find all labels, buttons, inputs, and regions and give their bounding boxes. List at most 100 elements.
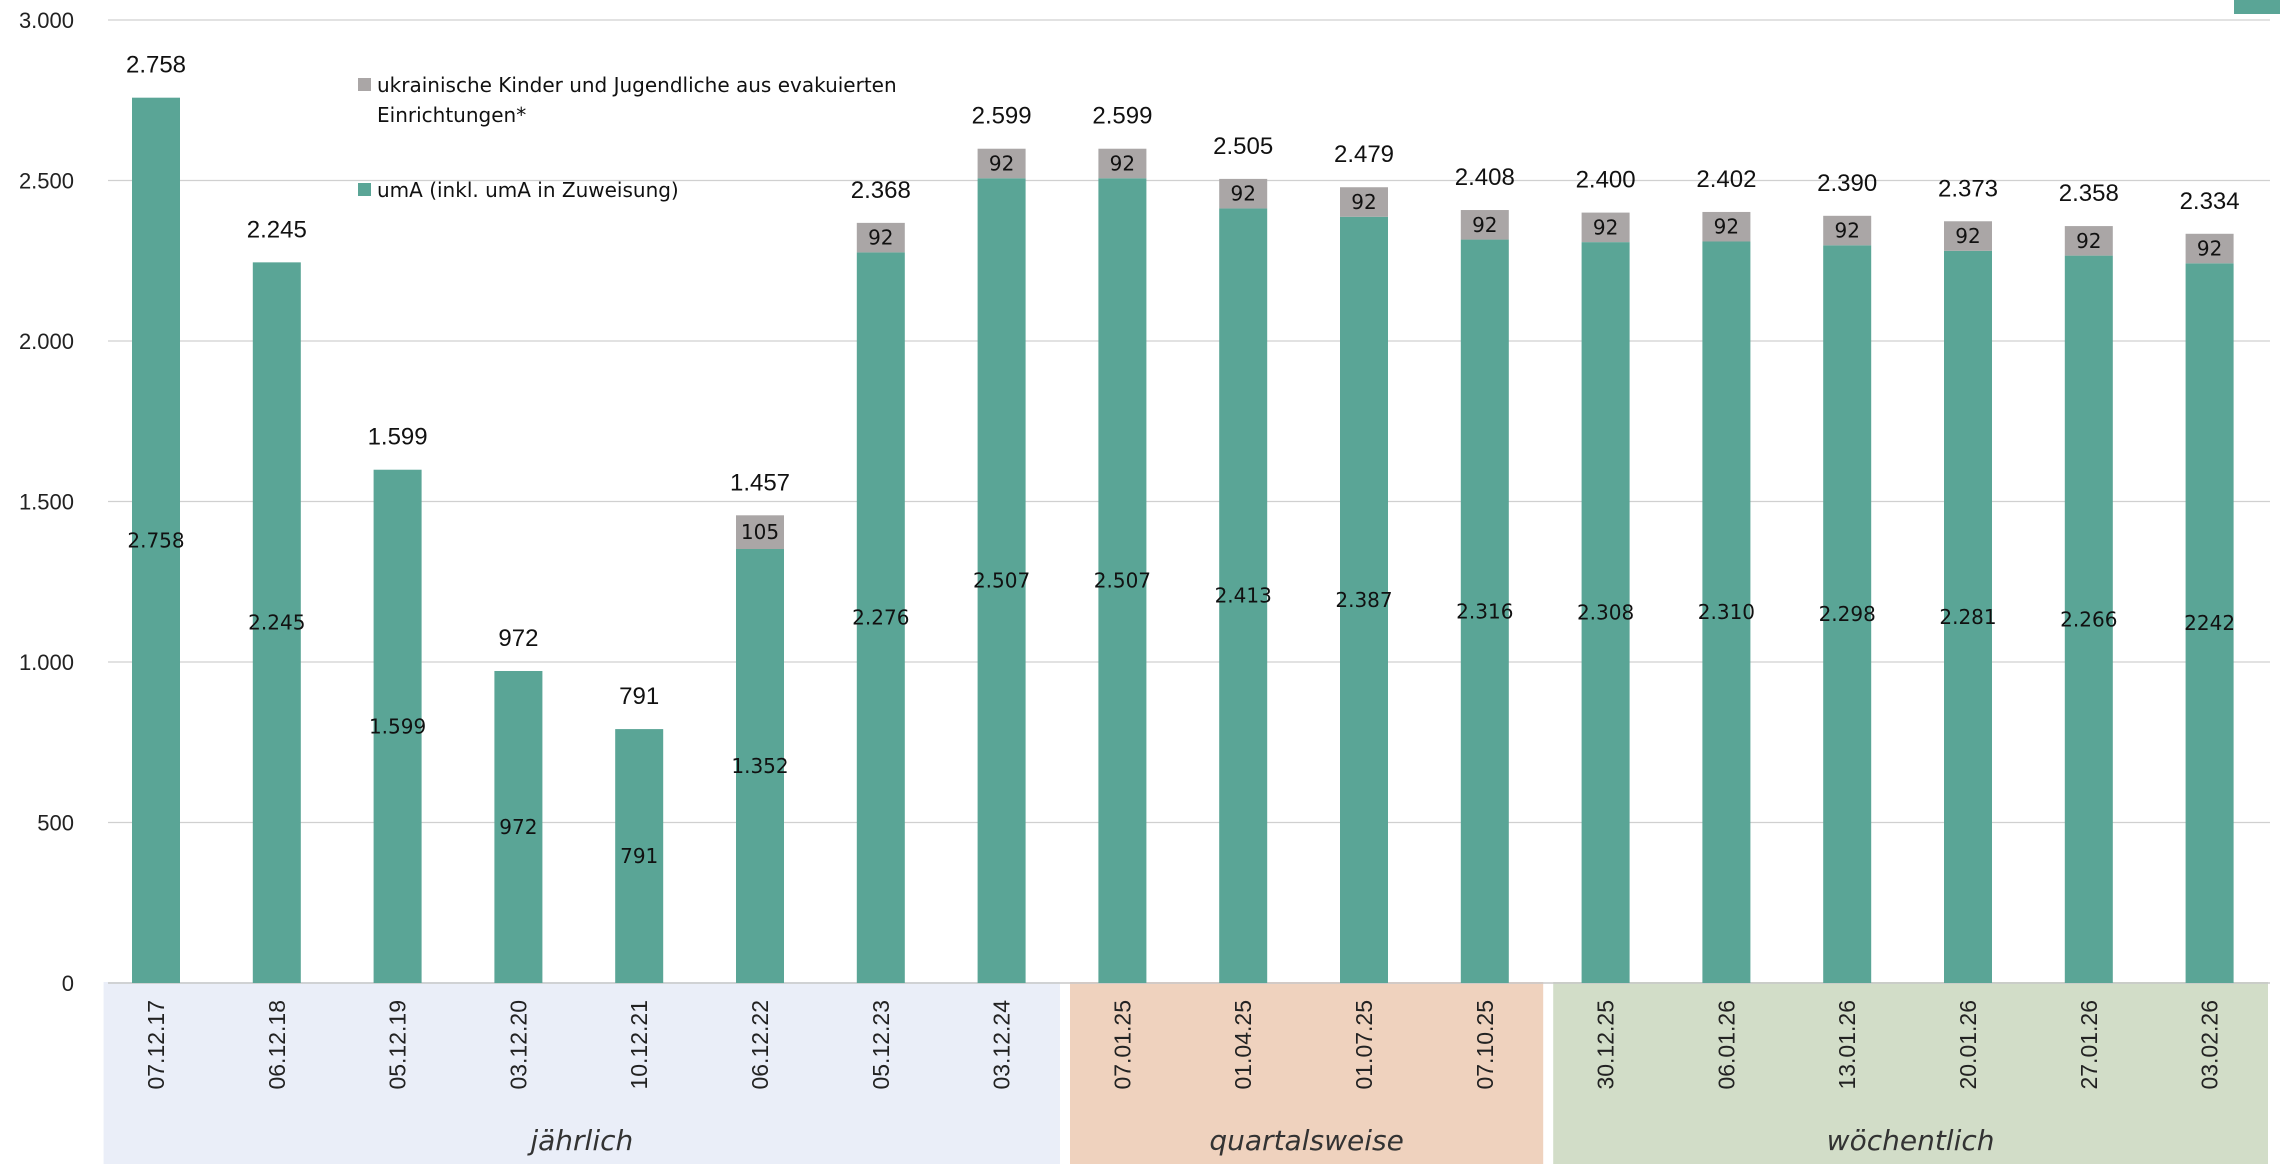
bar-ukraine-16 bbox=[2064, 226, 2113, 256]
bar-uma-1 bbox=[252, 262, 301, 984]
bar-ukraine-13 bbox=[1702, 211, 1751, 242]
y-tick-label: 1.500 bbox=[19, 490, 74, 515]
x-tick-label: 03.12.20 bbox=[505, 1000, 531, 1090]
x-tick-label: 10.12.21 bbox=[626, 1000, 652, 1090]
x-tick-label: 06.12.18 bbox=[264, 1000, 290, 1090]
data-label-total: 2.390 bbox=[1817, 170, 1877, 197]
period-band-1 bbox=[1070, 982, 1544, 1164]
bar-uma-7 bbox=[977, 178, 1026, 984]
data-label-total: 2.505 bbox=[1213, 133, 1273, 160]
y-tick-label: 1.000 bbox=[19, 650, 74, 675]
data-label-uma: 2.308 bbox=[1577, 601, 1634, 625]
legend-swatch-ukraine bbox=[358, 78, 371, 91]
x-tick-label: 13.01.26 bbox=[1834, 1000, 1860, 1090]
x-tick-label: 01.04.25 bbox=[1230, 1000, 1256, 1090]
bar-ukraine-5 bbox=[736, 515, 784, 550]
period-labels: jährlich quartalsweise wöchentlich bbox=[526, 1124, 1994, 1157]
data-label-ukraine: 92 bbox=[1110, 151, 1135, 175]
data-label-total: 791 bbox=[619, 683, 659, 710]
bar-uma-6 bbox=[856, 252, 905, 984]
data-label-uma: 1.352 bbox=[731, 754, 788, 778]
period-label-1: quartalsweise bbox=[1209, 1124, 1403, 1157]
bar-uma-16 bbox=[2064, 255, 2113, 983]
data-label-uma: 2.387 bbox=[1335, 588, 1392, 612]
gridlines bbox=[108, 19, 2270, 984]
y-tick-label: 3.000 bbox=[19, 8, 74, 33]
data-label-ukraine: 92 bbox=[1714, 215, 1739, 239]
x-tick-label: 06.12.22 bbox=[747, 1000, 773, 1090]
data-label-uma: 2.245 bbox=[248, 611, 305, 635]
legend-label-ukraine-line1: ukrainische Kinder und Jugendliche aus e… bbox=[377, 73, 897, 97]
data-label-total: 2.358 bbox=[2059, 180, 2119, 207]
data-label-total: 1.599 bbox=[368, 424, 428, 451]
bar-uma-17 bbox=[2185, 263, 2234, 983]
period-bands bbox=[103, 982, 2268, 1164]
x-tick-label: 20.01.26 bbox=[1955, 1000, 1981, 1090]
data-label-uma: 791 bbox=[620, 844, 658, 868]
x-tick-label: 01.07.25 bbox=[1351, 1000, 1377, 1090]
data-label-uma: 2.266 bbox=[2060, 607, 2117, 631]
data-label-uma: 2.758 bbox=[127, 528, 184, 552]
bar-uma-2 bbox=[373, 469, 422, 983]
x-tick-label: 30.12.25 bbox=[1593, 1000, 1619, 1090]
period-band-2 bbox=[1553, 982, 2268, 1164]
x-tick-label: 06.01.26 bbox=[1713, 1000, 1739, 1090]
legend-label-ukraine-line2: Einrichtungen* bbox=[377, 103, 526, 127]
bar-uma-12 bbox=[1581, 242, 1630, 983]
legend-fragment-marker bbox=[2234, 0, 2280, 14]
data-label-uma: 2.413 bbox=[1215, 584, 1272, 608]
x-tick-label: 03.02.26 bbox=[2197, 1000, 2223, 1090]
data-label-uma: 972 bbox=[499, 815, 537, 839]
bar-uma-0 bbox=[132, 97, 180, 983]
period-label-0: jährlich bbox=[526, 1124, 633, 1157]
bar-ukraine-10 bbox=[1340, 187, 1388, 217]
data-label-total: 2.479 bbox=[1334, 141, 1394, 168]
bar-uma-3 bbox=[494, 670, 543, 983]
bar-uma-13 bbox=[1702, 241, 1751, 984]
bar-uma-10 bbox=[1340, 216, 1388, 983]
bar-uma-15 bbox=[1944, 250, 1992, 983]
data-label-ukraine: 92 bbox=[1230, 182, 1255, 206]
data-label-uma: 2.507 bbox=[1094, 569, 1151, 593]
legend-swatch-uma bbox=[358, 183, 371, 196]
data-label-ukraine: 92 bbox=[2197, 237, 2222, 261]
data-label-ukraine: 92 bbox=[1955, 224, 1980, 248]
x-tick-label: 07.10.25 bbox=[1472, 1000, 1498, 1090]
bar-uma-9 bbox=[1219, 208, 1268, 983]
bar-uma-11 bbox=[1460, 239, 1509, 984]
bar-ukraine-14 bbox=[1823, 215, 1872, 246]
data-label-total: 2.402 bbox=[1696, 166, 1756, 193]
data-label-uma: 2.310 bbox=[1698, 600, 1755, 624]
bar-ukraine-15 bbox=[1944, 221, 1992, 251]
data-label-ukraine: 92 bbox=[1834, 219, 1859, 243]
bar-ukraine-7 bbox=[977, 148, 1026, 179]
y-tick-label: 2.500 bbox=[19, 169, 74, 194]
x-axis-labels: 07.12.17 06.12.18 05.12.19 03.12.20 10.12.21… bbox=[143, 1000, 2223, 1090]
bars: 2.758 2.758 2.245 2.245 1.599 1.599 972 972 791 7… bbox=[126, 52, 2240, 984]
data-label-total: 2.599 bbox=[972, 103, 1032, 130]
x-tick-label: 07.01.25 bbox=[1109, 1000, 1135, 1090]
legend: ukrainische Kinder und Jugendliche aus e… bbox=[358, 73, 897, 202]
x-tick-label: 05.12.19 bbox=[385, 1000, 411, 1090]
data-label-uma: 2.316 bbox=[1456, 599, 1513, 623]
bar-ukraine-11 bbox=[1460, 210, 1509, 240]
data-label-ukraine: 92 bbox=[2076, 229, 2101, 253]
y-tick-label: 500 bbox=[37, 811, 74, 836]
data-label-uma: 2.276 bbox=[852, 606, 909, 630]
legend-label-uma: umA (inkl. umA in Zuweisung) bbox=[377, 178, 679, 202]
data-label-ukraine: 92 bbox=[989, 151, 1014, 175]
bar-ukraine-17 bbox=[2185, 233, 2234, 264]
data-label-ukraine: 92 bbox=[1593, 215, 1618, 239]
period-label-2: wöchentlich bbox=[1827, 1124, 1995, 1157]
data-label-uma: 2.298 bbox=[1819, 602, 1876, 626]
data-label-total: 2.368 bbox=[851, 177, 911, 204]
y-tick-label: 2.000 bbox=[19, 329, 74, 354]
x-tick-label: 05.12.23 bbox=[868, 1000, 894, 1090]
data-label-total: 2.400 bbox=[1576, 167, 1636, 194]
bar-uma-5 bbox=[736, 549, 784, 983]
data-label-total: 2.599 bbox=[1092, 103, 1152, 130]
x-tick-label: 07.12.17 bbox=[143, 1000, 169, 1090]
x-tick-label: 27.01.26 bbox=[2076, 1000, 2102, 1090]
data-label-ukraine: 92 bbox=[1351, 190, 1376, 214]
